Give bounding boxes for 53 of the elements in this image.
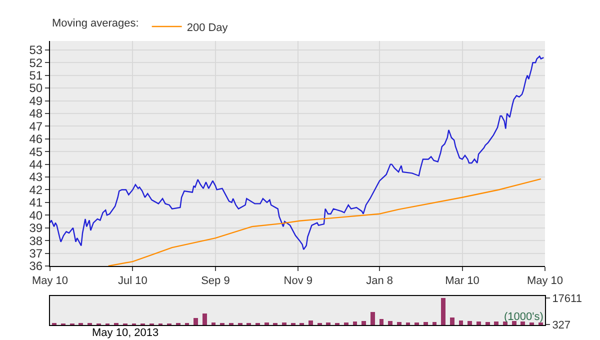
bar xyxy=(494,321,499,325)
x-tick-label: Nov 9 xyxy=(284,275,313,288)
y-tick-label: 51 xyxy=(29,68,43,83)
y-tick-label: 45 xyxy=(29,144,43,159)
y-tick-label: 37 xyxy=(29,246,43,260)
bar xyxy=(512,321,516,325)
y-tick-label: 39 xyxy=(29,221,43,236)
legend-label: 200 Day xyxy=(186,22,228,34)
x-tick-label: Mar 10 xyxy=(445,275,480,288)
y-tick-label: 50 xyxy=(29,81,43,96)
bar xyxy=(485,322,490,325)
bar xyxy=(476,321,481,325)
bar xyxy=(352,322,358,325)
bar xyxy=(468,321,472,325)
line-series xyxy=(108,178,542,266)
x-tick-label: May 10 xyxy=(32,275,68,288)
bar xyxy=(530,322,534,325)
bar xyxy=(362,321,366,325)
bar xyxy=(308,320,313,325)
text: May 10, 2013 xyxy=(92,327,159,339)
y-tick-label: 43 xyxy=(29,170,43,184)
x-tick-label: Sep 9 xyxy=(201,275,230,288)
y-tick-label: 38 xyxy=(29,234,43,248)
x-tick-label: May 10 xyxy=(526,275,564,288)
y-tick-label: 44 xyxy=(29,158,43,172)
x-tick-label: Jul 10 xyxy=(118,275,148,288)
bar xyxy=(441,298,446,325)
y-tick-label: 42 xyxy=(29,182,43,197)
bar xyxy=(388,321,393,325)
bar xyxy=(423,322,428,325)
bar xyxy=(503,322,508,325)
y-tick-label: 41 xyxy=(29,196,43,210)
y-tick-label: 40 xyxy=(29,208,43,222)
bar xyxy=(370,312,375,325)
line-series xyxy=(50,56,544,250)
y-tick-label: 36 xyxy=(29,259,43,274)
legend-title: Moving averages: xyxy=(52,17,139,30)
y-tick-label: 47 xyxy=(29,119,43,134)
bar xyxy=(194,318,198,325)
bar xyxy=(202,314,207,325)
y-tick-label: 53 xyxy=(29,43,43,58)
bar xyxy=(450,317,454,325)
bar xyxy=(520,321,526,325)
annotation: (1000's) xyxy=(504,311,544,323)
y-tick-label: 52 xyxy=(29,56,43,70)
y-tick-label: 49 xyxy=(29,94,43,108)
bar xyxy=(396,322,402,325)
y-tick-label: 17611 xyxy=(552,292,582,305)
y-tick-label: 46 xyxy=(29,132,43,146)
x-tick-label: Jan 8 xyxy=(366,275,394,288)
y-tick-label: 48 xyxy=(29,106,43,121)
bar xyxy=(414,322,420,325)
y-tick-label: 327 xyxy=(552,319,571,332)
